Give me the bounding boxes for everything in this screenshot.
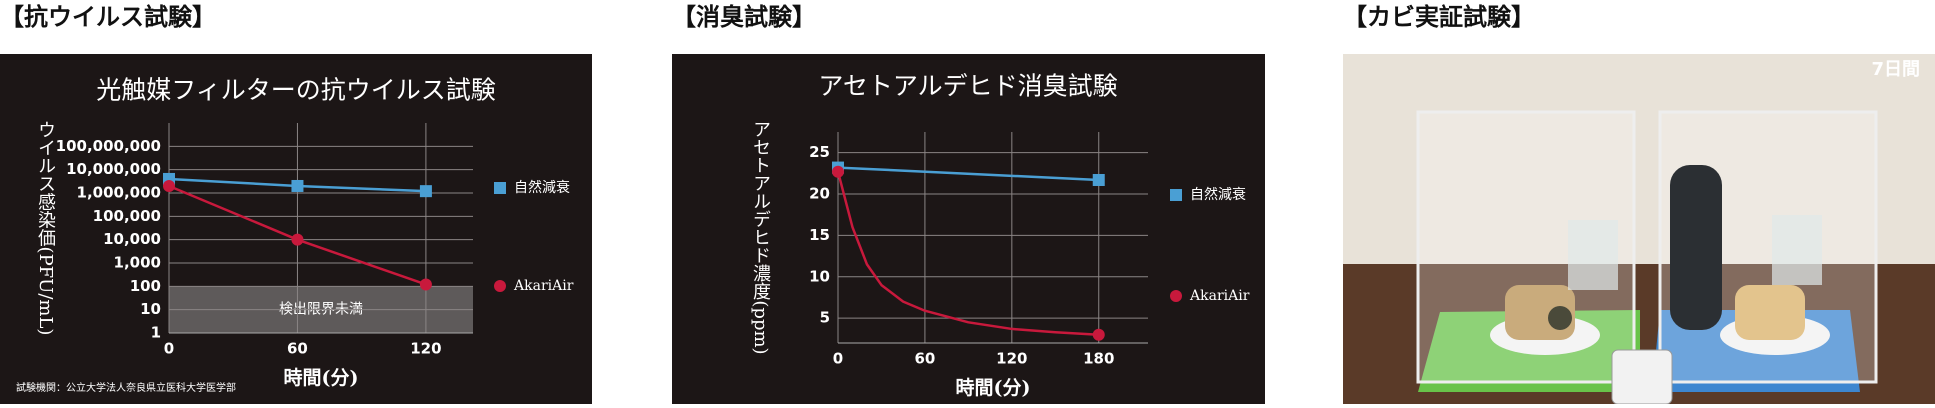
bread: [1735, 285, 1805, 340]
chart-title: アセトアルデヒド消臭試験: [818, 72, 1117, 101]
marker: [419, 278, 432, 291]
x-tick-label: 0: [164, 340, 174, 358]
y-tick-label: 100,000,000: [56, 137, 161, 155]
y-tick-label: 10,000,000: [66, 160, 161, 178]
legend-marker: [1170, 189, 1182, 201]
x-tick-label: 0: [833, 350, 843, 368]
y-tick-label: 25: [809, 143, 830, 161]
purifier: [1670, 165, 1722, 330]
y-tick-label: 15: [809, 226, 830, 244]
legend-label: 自然減衰: [514, 179, 570, 196]
legend-label: AkariAir: [1189, 288, 1250, 304]
legend-marker: [494, 182, 506, 194]
y-tick-label: 10,000: [103, 230, 161, 248]
legend-marker: [494, 280, 506, 292]
mold: [1548, 306, 1572, 330]
x-tick-label: 120: [410, 340, 441, 358]
marker: [163, 179, 175, 192]
marker: [1092, 173, 1105, 186]
y-tick-label: 20: [809, 185, 830, 203]
y-tick-label: 1,000,000: [77, 184, 161, 202]
y-axis-label: ウイルス感染価(PFU/mL): [35, 121, 56, 336]
series-line: [836, 171, 1099, 336]
legend-marker: [1170, 290, 1182, 302]
x-tick-label: 120: [996, 350, 1027, 368]
heading: 【カビ実証試験】: [1343, 3, 1535, 31]
marker: [1092, 328, 1105, 341]
marker: [291, 233, 304, 246]
y-tick-label: 10: [809, 267, 830, 285]
footnote: 試験機関：公立大学法人奈良県立医科大学医学部: [16, 381, 236, 394]
x-tick-label: 60: [914, 350, 935, 368]
y-tick-label: 5: [820, 309, 830, 327]
heading: 【消臭試験】: [672, 3, 816, 31]
series-line: [837, 166, 1099, 182]
heading: 【抗ウイルス試験】: [0, 3, 216, 31]
legend-label: 自然減衰: [1190, 186, 1246, 203]
x-tick-label: 180: [1083, 350, 1114, 368]
photo-label: 7日間: [1871, 59, 1920, 80]
chart-panel: [672, 54, 1265, 404]
chart-title: 光触媒フィルターの抗ウイルス試験: [96, 76, 496, 105]
y-tick-label: 1,000: [114, 254, 161, 272]
y-tick-label: 1: [151, 324, 161, 342]
y-axis-label: アセトアルデヒド濃度(ppm): [750, 120, 771, 354]
y-tick-label: 10: [140, 300, 161, 318]
marker: [419, 185, 432, 198]
marker: [291, 179, 304, 192]
marker: [832, 165, 844, 178]
chart-panel: [0, 54, 592, 404]
glass: [1568, 220, 1618, 290]
clock: [1611, 349, 1673, 405]
x-axis-label: 時間(分): [956, 377, 1031, 399]
x-tick-label: 60: [287, 340, 308, 358]
legend-label: AkariAir: [513, 278, 574, 294]
y-tick-label: 100: [130, 277, 161, 295]
x-axis-label: 時間(分): [284, 367, 359, 389]
y-tick-label: 100,000: [93, 207, 161, 225]
photo: 7日間: [1343, 54, 1935, 405]
wall: [1343, 54, 1935, 264]
glass: [1772, 215, 1822, 285]
